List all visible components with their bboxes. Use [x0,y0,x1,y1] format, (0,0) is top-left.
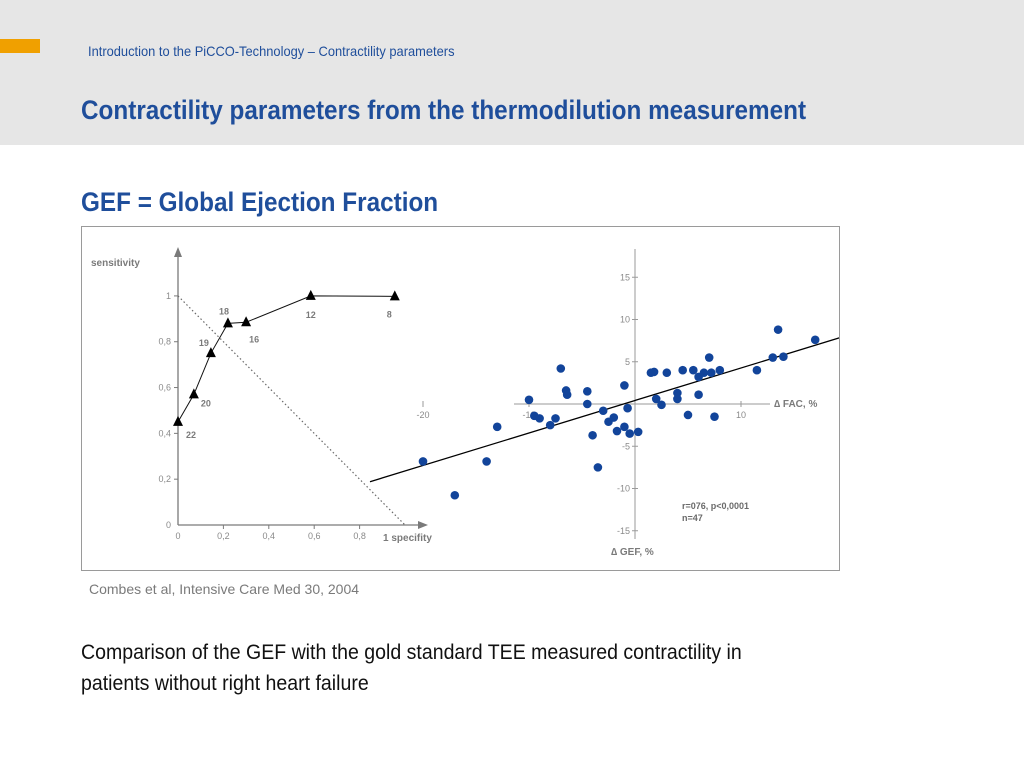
scatter-point [657,400,666,410]
scatter-point [779,352,788,361]
scatter-point [620,422,629,432]
scatter-point [810,335,820,345]
roc-point-marker [241,316,252,327]
scatter-point [612,426,622,436]
scatter-point [524,395,534,405]
roc-y-tick-label: 0,4 [158,428,171,438]
roc-x-axis-arrow [418,521,428,529]
scatter-point [662,368,672,378]
scatter-point [768,353,778,362]
section-subtitle: GEF = Global Ejection Fraction [81,187,439,217]
roc-point-marker [188,388,199,399]
breadcrumb: Introduction to the PiCCO-Technology – C… [88,43,455,59]
roc-point-marker [222,317,233,328]
roc-point-marker [205,347,216,358]
page-title: Contractility parameters from the thermo… [81,95,807,125]
scatter-point [699,368,709,378]
scatter-regression-line [369,337,839,483]
scatter-point [673,394,682,404]
scatter-point [551,414,560,423]
roc-y-tick-label: 1 [166,291,171,301]
roc-x-tick-label: 0,6 [308,531,321,541]
scatter-y-tick-label: 5 [625,357,630,367]
roc-y-tick-label: 0 [166,520,171,530]
scatter-y-tick-label: 15 [620,272,630,282]
scatter-point [609,413,619,422]
roc-point-label: 16 [249,334,259,344]
scatter-point [583,387,592,396]
roc-point-label: 20 [201,398,211,408]
roc-point-label: 19 [199,338,209,348]
scatter-point [598,406,608,416]
roc-x-tick-label: 0,8 [353,531,366,541]
roc-reference-line [177,295,406,526]
scatter-point [625,429,634,438]
scatter-x-tick-label: -10 [522,410,535,420]
scatter-point [673,388,682,398]
scatter-point [715,365,725,375]
scatter-point [620,381,629,390]
body-text: Comparison of the GEF with the gold stan… [81,641,742,695]
scatter-point [482,457,491,466]
roc-y-tick-label: 0,2 [158,474,171,484]
scatter-y-tick-label: 10 [620,315,630,325]
scatter-point [418,457,428,466]
scatter-point [707,368,716,378]
scatter-point [683,410,693,420]
scatter-point [583,399,592,409]
roc-point-label: 22 [186,430,196,440]
roc-ylabel: sensitivity [91,258,140,269]
scatter-point [704,353,714,362]
scatter-point [689,365,698,375]
scatter-point [556,364,566,373]
roc-y-tick-label: 0,6 [158,383,171,393]
roc-y-tick-label: 0,8 [158,337,171,347]
scatter-y-tick-label: -5 [622,441,630,451]
scatter-point [694,390,703,400]
scatter-x-tick-label: -20 [416,410,429,420]
scatter-annotation-line: n=47 [682,513,703,523]
scatter-point [649,367,659,377]
figure-svg: 00,20,40,60,810 0,2 0,4 0,6 0,8sensitivity1 … [91,247,839,558]
roc-xlabel: 1 specifity [383,533,432,544]
roc-point-label: 8 [387,309,392,319]
scatter-point [633,427,643,437]
roc-point-label: 18 [219,306,229,316]
roc-point-marker [173,415,183,426]
roc-point-marker [305,289,316,300]
scatter-x-tick-label: 10 [736,410,746,420]
scatter-xlabel: ∆ FAC, % [774,399,817,410]
scatter-ylabel: ∆ GEF, % [611,547,654,558]
scatter-y-tick-label: -10 [617,484,630,494]
scatter-point [593,463,603,472]
scatter-point [588,430,597,440]
scatter-point [710,412,719,421]
scatter-point [562,390,572,400]
roc-x-tick-label: 0,2 [217,531,230,541]
header-band: Introduction to the PiCCO-Technology – C… [0,0,1024,145]
roc-point-label: 12 [306,310,316,320]
accent-bar [0,39,40,53]
scatter-annotation-line: r=076, p<0,0001 [682,501,749,511]
figure-caption: Combes et al, Intensive Care Med 30, 200… [89,581,360,597]
scatter-point [535,414,544,423]
scatter-y-tick-label: -15 [617,526,630,536]
scatter-point [773,325,783,334]
scatter-point [623,403,632,413]
scatter-point [450,490,460,500]
scatter-point [492,422,502,432]
scatter-point [752,365,762,375]
roc-point-marker [389,290,400,301]
scatter-point [545,420,555,430]
scatter-point [678,365,687,375]
roc-y-axis-arrow [174,247,182,257]
roc-x-tick-label: 0 [175,531,180,541]
scatter-point [651,394,661,404]
roc-x-tick-label: 0,4 [263,531,276,541]
figure-panel: 0 0,2 0,4 0,6 0,8 1 0 0,2 0,4 0,6 0,8 sensitivity 1 … [81,226,840,571]
